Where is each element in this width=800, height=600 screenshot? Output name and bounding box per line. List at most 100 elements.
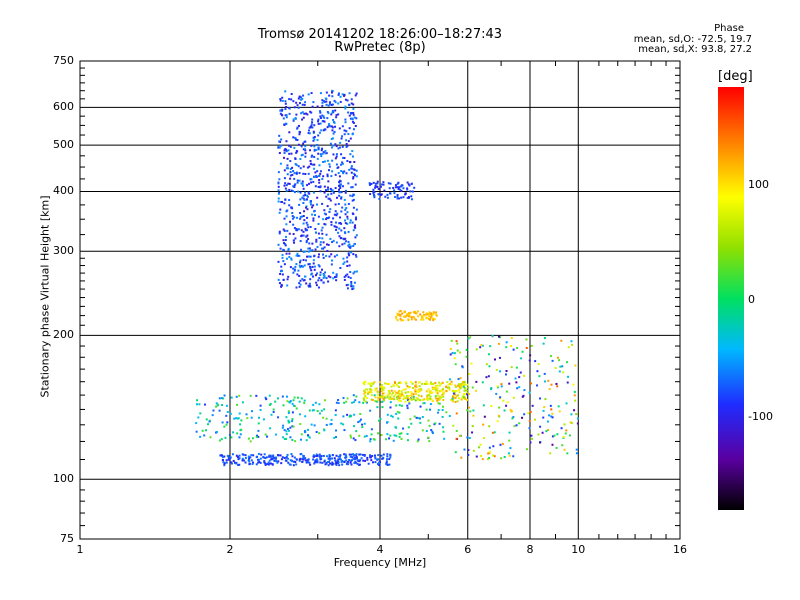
scatter-point xyxy=(283,202,286,205)
scatter-point xyxy=(312,131,315,134)
scatter-point xyxy=(279,208,282,211)
scatter-point xyxy=(463,382,466,385)
scatter-point xyxy=(308,284,311,287)
scatter-point xyxy=(335,454,338,457)
scatter-point xyxy=(275,433,278,436)
scatter-point xyxy=(550,383,553,386)
scatter-point xyxy=(292,271,295,274)
scatter-point xyxy=(349,276,352,279)
scatter-point xyxy=(287,411,290,414)
scatter-point xyxy=(350,186,353,189)
scatter-point xyxy=(466,383,469,386)
scatter-point xyxy=(309,225,312,228)
scatter-point xyxy=(528,359,531,362)
scatter-point xyxy=(492,445,495,448)
scatter-point xyxy=(348,459,351,462)
scatter-point xyxy=(388,392,391,395)
scatter-point xyxy=(335,275,338,278)
scatter-point xyxy=(350,459,353,462)
scatter-point xyxy=(319,190,322,193)
scatter-point xyxy=(318,453,321,456)
scatter-point xyxy=(297,396,300,399)
scatter-point xyxy=(232,431,235,434)
scatter-point xyxy=(292,267,295,270)
scatter-point xyxy=(352,107,355,110)
scatter-point xyxy=(235,417,238,420)
scatter-point xyxy=(349,221,352,224)
scatter-point xyxy=(312,139,315,142)
scatter-point xyxy=(331,461,334,464)
scatter-point xyxy=(299,158,302,161)
scatter-point xyxy=(404,381,407,384)
scatter-point xyxy=(373,454,376,457)
scatter-point xyxy=(347,244,350,247)
scatter-point xyxy=(425,408,428,411)
scatter-point xyxy=(291,455,294,458)
scatter-point xyxy=(250,459,253,462)
scatter-point xyxy=(369,383,372,386)
scatter-point xyxy=(302,197,305,200)
scatter-point xyxy=(397,181,400,184)
scatter-point xyxy=(526,448,529,451)
scatter-point xyxy=(523,389,526,392)
scatter-point xyxy=(257,422,260,425)
scatter-point xyxy=(225,423,228,426)
scatter-point xyxy=(248,463,251,466)
scatter-point xyxy=(286,167,289,170)
scatter-point xyxy=(282,436,285,439)
scatter-point xyxy=(542,342,545,345)
scatter-point xyxy=(396,314,399,317)
scatter-point xyxy=(290,189,293,192)
scatter-point xyxy=(402,319,405,322)
scatter-point xyxy=(279,112,282,115)
scatter-point xyxy=(562,435,565,438)
scatter-point xyxy=(406,399,409,402)
scatter-point xyxy=(296,181,299,184)
scatter-point xyxy=(321,177,324,180)
scatter-point xyxy=(326,205,329,208)
scatter-point xyxy=(461,383,464,386)
scatter-point xyxy=(530,382,533,385)
scatter-point xyxy=(317,222,320,225)
scatter-point xyxy=(195,399,198,402)
scatter-point xyxy=(335,163,338,166)
scatter-point xyxy=(549,354,552,357)
scatter-point xyxy=(277,189,280,192)
scatter-point xyxy=(405,382,408,385)
scatter-point xyxy=(420,316,423,319)
scatter-point xyxy=(388,437,391,440)
scatter-point xyxy=(340,163,343,166)
scatter-point xyxy=(268,459,271,462)
scatter-point xyxy=(394,393,397,396)
scatter-point xyxy=(512,348,515,351)
scatter-point xyxy=(355,117,358,120)
scatter-point xyxy=(343,278,346,281)
scatter-point xyxy=(389,396,392,399)
scatter-point xyxy=(543,372,546,375)
scatter-point xyxy=(307,255,310,258)
scatter-point xyxy=(286,453,289,456)
scatter-point xyxy=(304,229,307,232)
scatter-point xyxy=(434,384,437,387)
scatter-point xyxy=(551,359,554,362)
scatter-point xyxy=(259,409,262,412)
scatter-point xyxy=(388,463,391,466)
scatter-point xyxy=(291,211,294,214)
scatter-point xyxy=(312,167,315,170)
scatter-point xyxy=(278,232,281,235)
scatter-point xyxy=(528,427,531,430)
scatter-point xyxy=(312,219,315,222)
scatter-point xyxy=(428,394,431,397)
scatter-point xyxy=(325,417,328,420)
scatter-point xyxy=(501,442,504,445)
x-tick-label-8: 8 xyxy=(526,543,534,556)
scatter-point xyxy=(219,454,222,457)
scatter-point xyxy=(385,460,388,463)
scatter-point xyxy=(344,203,347,206)
scatter-point xyxy=(354,183,357,186)
scatter-point xyxy=(291,425,294,428)
scatter-point xyxy=(406,432,409,435)
scatter-point xyxy=(329,237,332,240)
scatter-point xyxy=(388,397,391,400)
scatter-point xyxy=(417,391,420,394)
